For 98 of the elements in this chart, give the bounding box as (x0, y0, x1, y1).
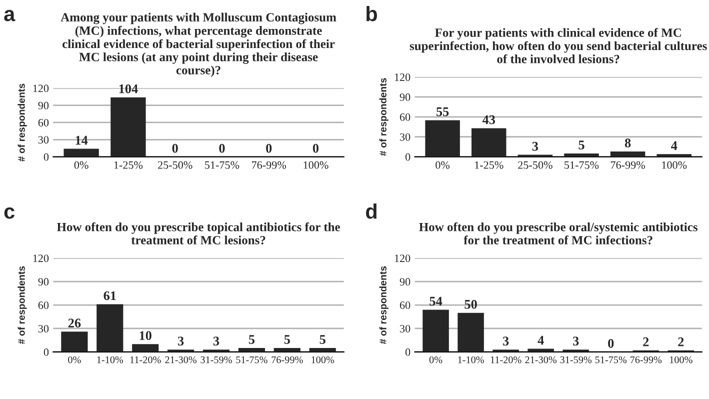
y-tick-label: 120 (394, 254, 410, 262)
text: b (366, 6, 378, 22)
x-tick-label: 0% (68, 356, 81, 364)
chart-title: How often do you prescribe oral/systemic antibiotics for the treatment of MC infections? (419, 222, 698, 244)
y-tick-label: 120 (394, 73, 410, 81)
data-label: 54 (430, 296, 442, 306)
data-label: 8 (624, 138, 631, 148)
x-tick-label: 21-30% (525, 356, 557, 364)
y-tick-label: 60 (38, 302, 49, 309)
bar (610, 151, 646, 157)
y-tick-label: 90 (38, 102, 49, 110)
x-tick-label: 51-75% (595, 356, 627, 364)
data-label: 3 (213, 336, 220, 346)
bar (422, 310, 449, 352)
x-tick-label: 51-75% (564, 161, 599, 169)
x-tick-label: 25-50% (158, 161, 192, 169)
bar (132, 344, 159, 352)
data-label: 3 (573, 336, 579, 346)
x-tick-label: 0% (436, 161, 450, 169)
chart-title: For your patients with clinical evidence of MC superinfection, how often do you send bacterial cultures of the involved lesions? (410, 28, 707, 64)
data-label: 10 (140, 331, 152, 340)
data-label: 55 (436, 107, 449, 116)
data-label: 5 (320, 335, 326, 344)
bar (458, 312, 484, 352)
x-tick-label: 1-10% (97, 356, 124, 364)
y-axis-title: # of respondents (379, 266, 388, 344)
data-label: 5 (248, 335, 255, 344)
x-tick-label: 0% (429, 356, 442, 364)
x-tick-label: 11-20% (130, 356, 161, 364)
y-tick-label: 60 (400, 113, 410, 121)
x-tick-label: 76-99% (630, 356, 662, 364)
text: c (4, 207, 15, 219)
data-label: 4 (538, 336, 544, 345)
data-label: 5 (284, 335, 290, 344)
y-tick-label: 90 (400, 93, 410, 101)
y-axis-title: # of respondents (18, 84, 27, 162)
data-label: 43 (482, 115, 496, 124)
data-label: 0 (172, 144, 178, 153)
bar (96, 304, 124, 352)
data-label: 104 (119, 84, 138, 94)
chart-title: Among your patients with Molluscum Contagiosum (MC) infections, what percentage demonstrate clinical evidence of bacterial superinfection of their MC lesions (at any point during their disease course)? (60, 12, 336, 77)
bar (61, 332, 88, 352)
bar (425, 120, 460, 157)
x-tick-label: 100% (312, 356, 334, 364)
y-tick-label: 60 (400, 302, 410, 309)
text: a (4, 10, 16, 22)
data-label: 26 (68, 318, 81, 328)
x-tick-label: 100% (662, 161, 687, 169)
x-tick-label: 21-30% (165, 356, 196, 364)
y-tick-label: 30 (400, 133, 410, 141)
y-tick-label: 0 (44, 348, 49, 356)
data-label: 3 (503, 336, 509, 346)
bar (564, 153, 599, 157)
x-tick-label: 76-99% (610, 161, 646, 169)
x-tick-label: 100% (304, 161, 328, 169)
x-tick-label: 31-59% (200, 356, 232, 364)
data-label: 14 (76, 136, 88, 145)
y-tick-label: 0 (405, 153, 410, 161)
text: d (366, 203, 376, 219)
x-tick-label: 31-59% (560, 356, 592, 364)
y-axis-title: # of respondents (18, 266, 27, 344)
x-tick-label: 0% (74, 161, 88, 169)
x-tick-label: 1-10% (458, 356, 484, 364)
x-tick-label: 51-75% (205, 161, 240, 169)
x-tick-label: 11-20% (490, 356, 522, 364)
data-label: 61 (104, 291, 116, 300)
y-axis-title: # of respondents (379, 78, 388, 156)
data-label: 5 (578, 140, 584, 150)
y-tick-label: 30 (38, 324, 49, 332)
x-tick-label: 1-25% (114, 161, 143, 169)
data-label: 3 (532, 142, 538, 151)
y-tick-label: 90 (38, 278, 49, 286)
x-tick-label: 100% (670, 356, 692, 364)
bar (656, 154, 692, 157)
data-label: 3 (178, 336, 184, 346)
data-label: 0 (266, 144, 272, 153)
x-tick-label: 76-99% (272, 356, 303, 364)
y-tick-label: 30 (400, 324, 410, 332)
x-tick-label: 25-50% (518, 161, 552, 169)
y-tick-label: 0 (44, 153, 49, 161)
y-tick-label: 120 (33, 254, 49, 262)
y-tick-label: 0 (405, 348, 410, 356)
y-tick-label: 30 (38, 136, 49, 144)
bar (472, 128, 506, 157)
y-tick-label: 90 (400, 278, 410, 286)
data-label: 0 (219, 144, 225, 153)
data-label: 4 (671, 141, 678, 150)
x-tick-label: 1-25% (475, 161, 504, 169)
data-label: 2 (643, 337, 649, 346)
x-tick-label: 51-75% (236, 356, 268, 364)
x-tick-label: 76-99% (252, 161, 286, 169)
chart-title: How often do you prescribe topical antibiotics for the treatment of MC lesions? (56, 222, 340, 244)
data-label: 50 (464, 300, 477, 309)
data-label: 0 (312, 144, 319, 153)
y-tick-label: 60 (38, 118, 49, 126)
data-label: 0 (608, 338, 614, 348)
y-tick-label: 120 (33, 84, 49, 92)
data-label: 2 (678, 337, 684, 346)
